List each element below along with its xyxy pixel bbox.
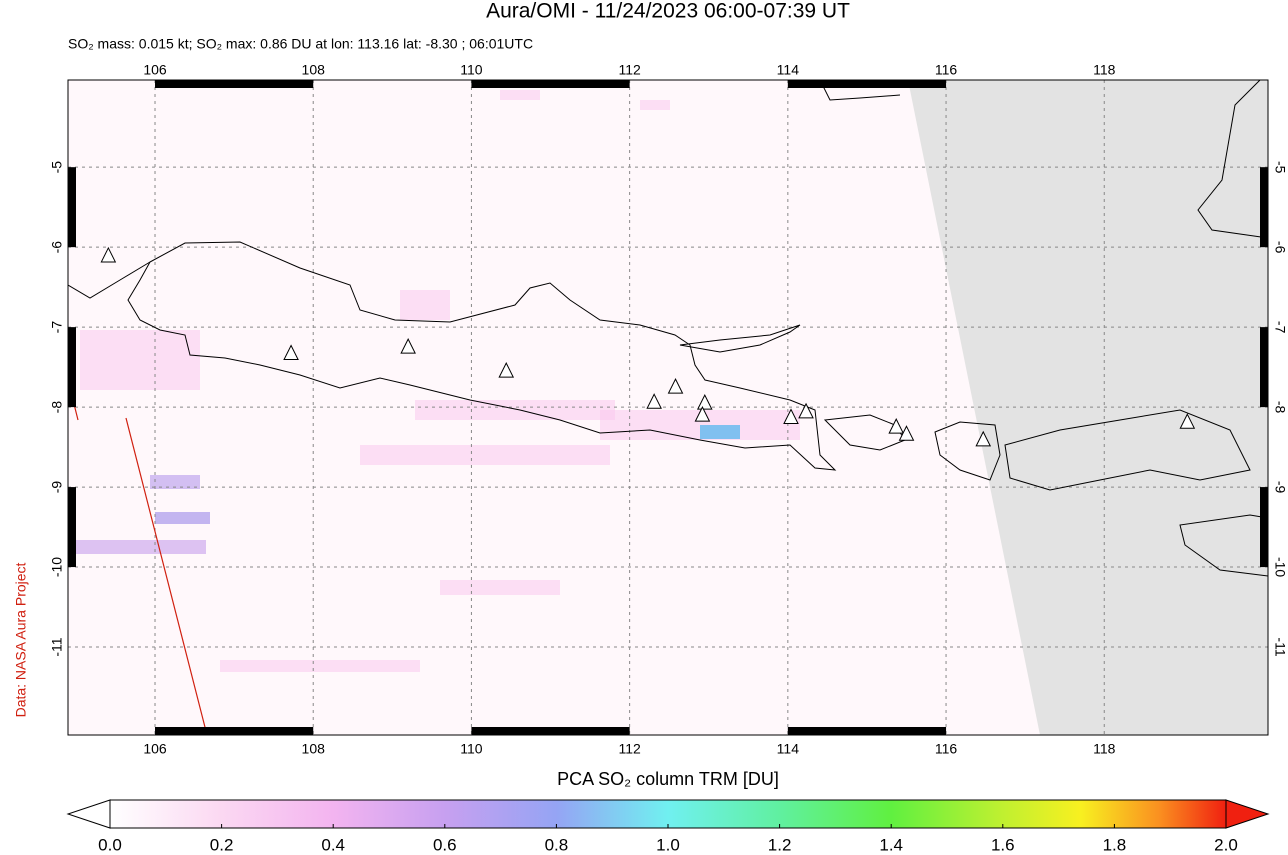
lon-tick-label: 118 xyxy=(1093,62,1116,78)
swath-cell xyxy=(360,445,610,465)
lat-tick-label: -5 xyxy=(49,161,65,174)
frame-bar xyxy=(155,80,314,88)
frame xyxy=(67,79,1269,736)
colorbar-tick-label: 0.2 xyxy=(210,835,234,854)
volcano xyxy=(888,417,905,434)
frame-bar xyxy=(68,327,76,408)
frame-bar xyxy=(787,727,947,735)
no-data-region xyxy=(908,80,1268,735)
lat-tick-label: -6 xyxy=(49,241,65,254)
volcano xyxy=(898,425,915,441)
volcanoes xyxy=(100,246,1196,447)
lat-tick-label: -10 xyxy=(49,557,65,577)
volcano xyxy=(1179,413,1196,429)
colorbar xyxy=(66,799,1270,829)
lon-tick-label: 116 xyxy=(935,62,958,78)
lat-tick-label: -9 xyxy=(1272,481,1288,494)
coastline-lombok xyxy=(934,421,1001,481)
volcano xyxy=(646,393,662,409)
swath-cell xyxy=(155,512,210,524)
swath-cell xyxy=(400,290,450,320)
swath-cell xyxy=(440,580,560,595)
swath-cell xyxy=(150,475,200,489)
colorbar-tick-label: 1.2 xyxy=(768,835,792,854)
coastline-sulawesi xyxy=(1197,80,1268,239)
swath-cell xyxy=(80,330,200,390)
colorbar-tick-label: 1.8 xyxy=(1103,835,1127,854)
volcano xyxy=(100,246,117,263)
lon-tick-label: 108 xyxy=(302,741,326,757)
colorbar-body xyxy=(109,799,1227,829)
volcano xyxy=(498,361,515,378)
swath-cell xyxy=(76,540,206,554)
colorbar-tick-label: 1.0 xyxy=(656,835,680,854)
lon-tick-label: 118 xyxy=(1093,741,1116,757)
lon-tick-label: 112 xyxy=(618,741,641,757)
frame-bar xyxy=(1260,327,1268,408)
colorbar-tick-label: 1.4 xyxy=(879,835,903,854)
volcano xyxy=(696,393,713,410)
lon-tick-label: 106 xyxy=(143,741,167,757)
colorbar-tick-label: 0.4 xyxy=(321,835,345,854)
colorbar-tick-label: 1.6 xyxy=(991,835,1015,854)
coastline-java xyxy=(127,241,837,471)
lat-tick-label: -9 xyxy=(49,481,65,494)
credit: Data: NASA Aura Project xyxy=(13,562,29,717)
coastline-sumba xyxy=(1179,514,1268,577)
frame-bar xyxy=(155,727,314,735)
volcano xyxy=(667,377,684,394)
swath-cell xyxy=(640,100,670,110)
colorbar-over-arrow xyxy=(1225,799,1270,829)
colorbar-tick-label: 2.0 xyxy=(1214,835,1238,854)
lon-tick-label: 108 xyxy=(302,62,326,78)
colorbar-tick-label: 0.8 xyxy=(545,835,569,854)
colorbar-label: PCA SO₂ column TRM [DU] xyxy=(557,769,779,789)
frame-bar xyxy=(471,80,630,88)
map-area xyxy=(68,80,1268,735)
colorbar-tick-label: 0.6 xyxy=(433,835,457,854)
frame-bar xyxy=(1260,487,1268,568)
swath-cell xyxy=(700,425,740,439)
frame-bar xyxy=(68,167,76,248)
lon-tick-label: 116 xyxy=(935,741,958,757)
coastline-madura xyxy=(679,324,801,353)
lat-tick-label: -11 xyxy=(49,637,65,656)
lat-tick-label: -6 xyxy=(1272,241,1288,254)
swath-cell xyxy=(220,660,420,672)
volcano xyxy=(975,430,992,447)
lat-tick-label: -11 xyxy=(1272,637,1288,656)
lon-tick-label: 110 xyxy=(460,62,483,78)
frame-bar xyxy=(471,727,630,735)
volcano xyxy=(798,402,814,419)
lat-tick-label: -7 xyxy=(49,321,65,334)
title: Aura/OMI - 11/24/2023 06:00-07:39 UT xyxy=(486,0,850,23)
volcano xyxy=(694,405,711,422)
swath-cell xyxy=(500,90,540,100)
lat-tick-label: -7 xyxy=(1272,321,1288,334)
map-frame xyxy=(67,79,1269,736)
colorbar-tick-label: 0.0 xyxy=(98,835,122,854)
volcano xyxy=(283,344,299,361)
lon-tick-label: 114 xyxy=(777,62,800,78)
lat-tick-label: -10 xyxy=(1272,557,1288,577)
coastline-borneo xyxy=(819,80,901,101)
volcano xyxy=(400,337,416,354)
coastline-sumatra xyxy=(68,261,151,299)
frame-bar xyxy=(787,80,947,88)
coastline-sumbawa xyxy=(1004,409,1251,491)
lat-tick-label: -5 xyxy=(1272,161,1288,174)
swath-cell xyxy=(415,400,615,420)
lat-tick-label: -8 xyxy=(1272,401,1288,414)
colorbar-under-arrow xyxy=(66,799,111,829)
frame-bar xyxy=(68,487,76,568)
volcano xyxy=(783,408,799,424)
frame-bar xyxy=(1260,167,1268,248)
lon-tick-label: 112 xyxy=(618,62,641,78)
lon-tick-label: 114 xyxy=(777,741,800,757)
lon-tick-label: 106 xyxy=(143,62,167,78)
subtitle: SO₂ mass: 0.015 kt; SO₂ max: 0.86 DU at … xyxy=(68,36,533,52)
lat-tick-label: -8 xyxy=(49,401,65,414)
lon-tick-label: 110 xyxy=(460,741,483,757)
